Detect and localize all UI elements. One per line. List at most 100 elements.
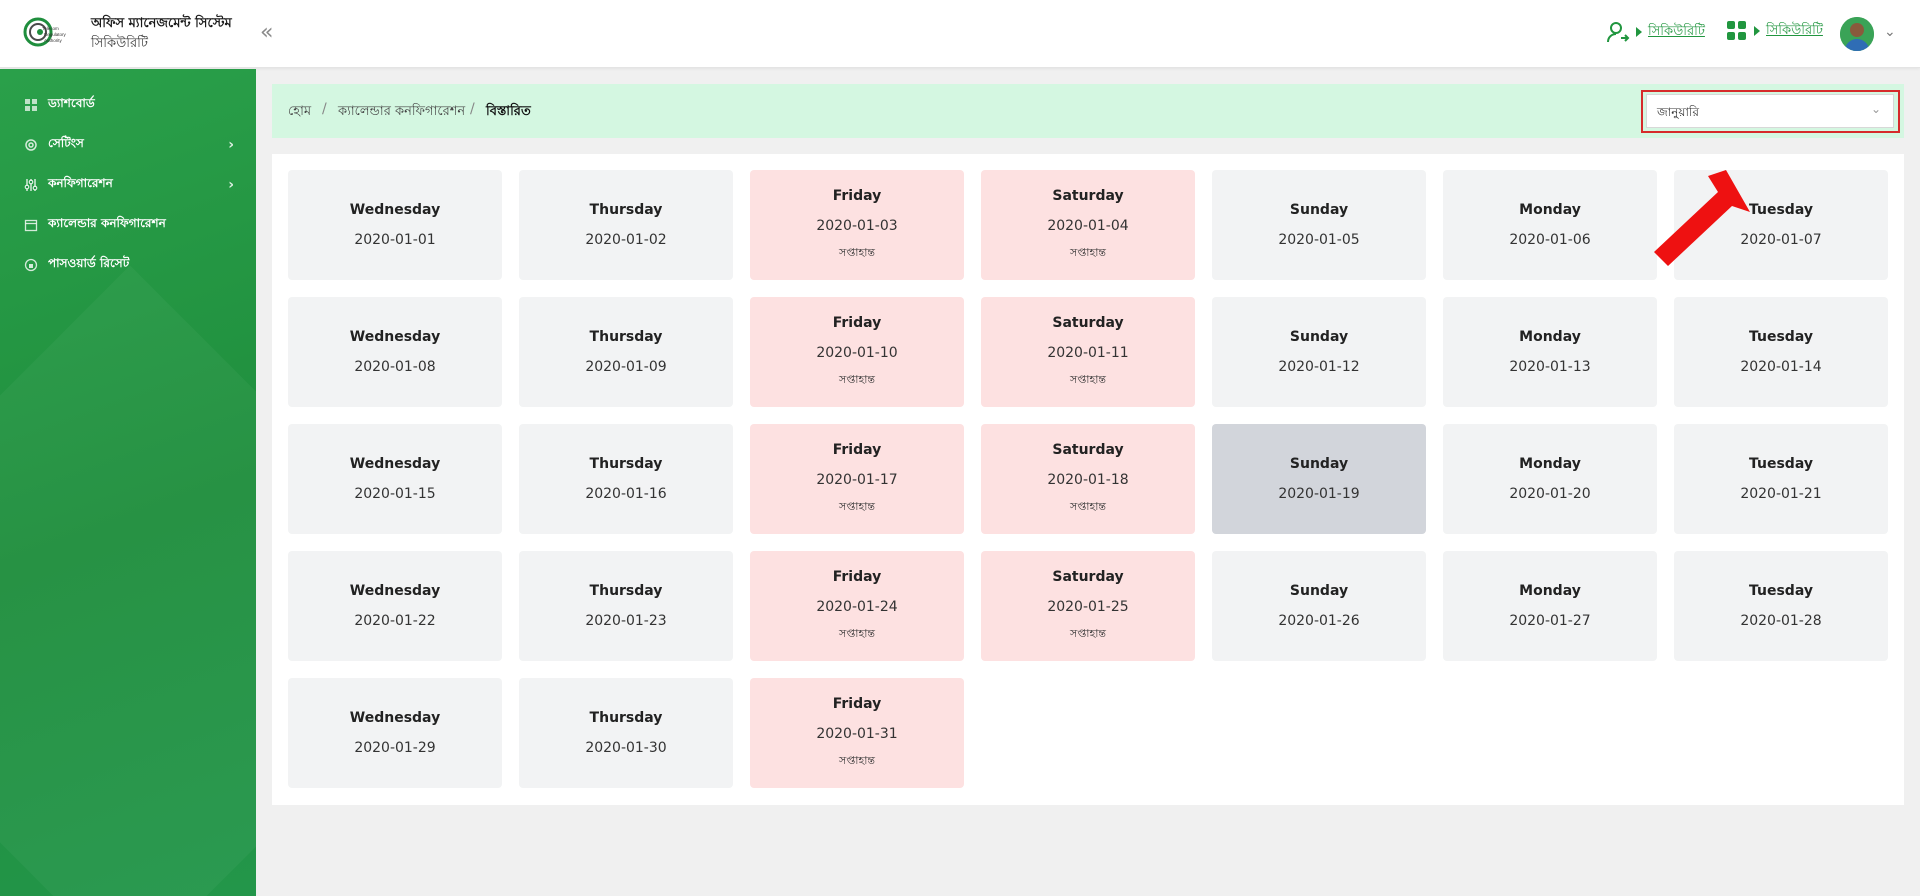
collapse-sidebar-button[interactable]: « bbox=[260, 20, 274, 45]
breadcrumb-home[interactable]: হোম bbox=[288, 104, 312, 119]
sidebar-item-label: কনফিগারেশন bbox=[48, 176, 113, 190]
sliders-icon bbox=[24, 179, 38, 191]
calendar-day-cell[interactable]: Tuesday 2020-01-21 bbox=[1674, 424, 1888, 534]
calendar-day-cell[interactable]: Friday 2020-01-24 সপ্তাহান্ত bbox=[750, 551, 964, 661]
calendar-day-cell[interactable]: Thursday 2020-01-09 bbox=[519, 297, 733, 407]
calendar-day-cell[interactable]: Friday 2020-01-17 সপ্তাহান্ত bbox=[750, 424, 964, 534]
calendar-day-cell[interactable]: Sunday 2020-01-26 bbox=[1212, 551, 1426, 661]
day-name: Thursday bbox=[589, 456, 663, 472]
sidebar-item-label: ক্যালেন্ডার কনফিগারেশন bbox=[48, 216, 166, 230]
day-date: 2020-01-02 bbox=[585, 232, 667, 248]
calendar-day-cell[interactable]: Wednesday 2020-01-08 bbox=[288, 297, 502, 407]
day-name: Sunday bbox=[1289, 202, 1349, 218]
day-date: 2020-01-09 bbox=[585, 359, 667, 375]
weekend-label: সপ্তাহান্ত bbox=[1069, 372, 1107, 386]
sidebar-item-label: পাসওয়ার্ড রিসেট bbox=[48, 256, 130, 270]
day-name: Wednesday bbox=[349, 583, 441, 599]
security-link-1[interactable]: সিকিউরিটি bbox=[1648, 23, 1705, 39]
apps-grid-icon bbox=[1727, 21, 1746, 40]
month-select[interactable]: জানুয়ারি ⌄ bbox=[1646, 94, 1894, 128]
day-name: Wednesday bbox=[349, 710, 441, 726]
breadcrumb-separator: / bbox=[322, 101, 327, 117]
calendar-day-cell[interactable]: Wednesday 2020-01-01 bbox=[288, 170, 502, 280]
svg-text:Regulatory: Regulatory bbox=[44, 32, 67, 37]
day-date: 2020-01-31 bbox=[816, 725, 898, 742]
sidebar-item-configuration[interactable]: কনফিগারেশন › bbox=[24, 172, 234, 198]
calendar-day-cell[interactable]: Thursday 2020-01-16 bbox=[519, 424, 733, 534]
calendar-day-cell[interactable]: Monday 2020-01-06 bbox=[1443, 170, 1657, 280]
day-date: 2020-01-16 bbox=[585, 486, 667, 502]
security-link-2[interactable]: সিকিউরিটি bbox=[1766, 22, 1823, 38]
calendar-day-cell[interactable]: Wednesday 2020-01-15 bbox=[288, 424, 502, 534]
calendar-day-cell[interactable]: Wednesday 2020-01-29 bbox=[288, 678, 502, 788]
day-name: Tuesday bbox=[1749, 583, 1813, 599]
calendar-icon bbox=[24, 219, 38, 232]
calendar-day-cell[interactable]: Thursday 2020-01-23 bbox=[519, 551, 733, 661]
breadcrumb-current: বিস্তারিত bbox=[486, 104, 531, 119]
chevron-down-icon: ⌄ bbox=[1870, 102, 1881, 116]
chevron-down-icon[interactable]: ⌄ bbox=[1884, 24, 1896, 40]
security-apps-link-group[interactable]: সিকিউরিটি bbox=[1726, 20, 1823, 42]
security-user-link-group[interactable]: সিকিউরিটি bbox=[1606, 20, 1705, 44]
day-date: 2020-01-15 bbox=[354, 486, 436, 502]
day-date: 2020-01-06 bbox=[1509, 232, 1591, 248]
breadcrumb-calendar-config[interactable]: ক্যালেন্ডার কনফিগারেশন bbox=[338, 104, 466, 119]
sidebar-item-dashboard[interactable]: ড্যাশবোর্ড bbox=[24, 92, 234, 118]
breadcrumb-separator: / bbox=[470, 101, 475, 117]
day-date: 2020-01-24 bbox=[816, 598, 898, 615]
calendar-day-cell[interactable]: Sunday 2020-01-19 bbox=[1212, 424, 1426, 534]
sidebar-item-label: সেটিংস bbox=[48, 136, 84, 150]
sidebar: ড্যাশবোর্ড সেটিংস › কনফিগারেশন › ক্যালেন… bbox=[0, 69, 256, 896]
day-name: Tuesday bbox=[1749, 329, 1813, 345]
day-date: 2020-01-12 bbox=[1278, 359, 1360, 375]
calendar-day-cell[interactable]: Monday 2020-01-20 bbox=[1443, 424, 1657, 534]
calendar-day-cell[interactable]: Monday 2020-01-13 bbox=[1443, 297, 1657, 407]
calendar-day-cell[interactable]: Sunday 2020-01-12 bbox=[1212, 297, 1426, 407]
day-date: 2020-01-05 bbox=[1278, 232, 1360, 248]
calendar-day-cell[interactable]: Monday 2020-01-27 bbox=[1443, 551, 1657, 661]
calendar-grid: Wednesday 2020-01-01 Thursday 2020-01-02 Fri… bbox=[272, 154, 1904, 805]
chevron-right-icon: › bbox=[228, 137, 234, 153]
calendar-day-cell[interactable]: Tuesday 2020-01-14 bbox=[1674, 297, 1888, 407]
calendar-day-cell[interactable]: Saturday 2020-01-04 সপ্তাহান্ত bbox=[981, 170, 1195, 280]
calendar-day-cell[interactable]: Thursday 2020-01-30 bbox=[519, 678, 733, 788]
app-subtitle: সিকিউরিটি bbox=[91, 36, 148, 51]
calendar-day-cell[interactable]: Tuesday 2020-01-07 bbox=[1674, 170, 1888, 280]
weekend-label: সপ্তাহান্ত bbox=[1069, 499, 1107, 513]
day-date: 2020-01-23 bbox=[585, 613, 667, 629]
day-date: 2020-01-28 bbox=[1740, 613, 1822, 629]
day-name: Saturday bbox=[1052, 568, 1124, 585]
calendar-day-cell[interactable]: Friday 2020-01-31 সপ্তাহান্ত bbox=[750, 678, 964, 788]
sidebar-item-settings[interactable]: সেটিংস › bbox=[24, 132, 234, 158]
day-date: 2020-01-22 bbox=[354, 613, 436, 629]
day-date: 2020-01-27 bbox=[1509, 613, 1591, 629]
day-name: Wednesday bbox=[349, 456, 441, 472]
calendar-day-cell[interactable]: Friday 2020-01-03 সপ্তাহান্ত bbox=[750, 170, 964, 280]
month-select-value: জানুয়ারি bbox=[1657, 105, 1699, 119]
calendar-day-cell[interactable]: Saturday 2020-01-25 সপ্তাহান্ত bbox=[981, 551, 1195, 661]
day-date: 2020-01-19 bbox=[1278, 486, 1360, 502]
sidebar-item-label: ড্যাশবোর্ড bbox=[48, 96, 95, 110]
calendar-day-cell[interactable]: Tuesday 2020-01-28 bbox=[1674, 551, 1888, 661]
calendar-day-cell[interactable]: Wednesday 2020-01-22 bbox=[288, 551, 502, 661]
day-date: 2020-01-20 bbox=[1509, 486, 1591, 502]
chevron-right-icon: › bbox=[228, 177, 234, 193]
day-name: Monday bbox=[1519, 456, 1581, 472]
day-name: Friday bbox=[832, 441, 882, 458]
user-avatar[interactable] bbox=[1840, 17, 1874, 51]
day-name: Tuesday bbox=[1749, 202, 1813, 218]
day-date: 2020-01-08 bbox=[354, 359, 436, 375]
grid-icon bbox=[25, 99, 37, 111]
day-date: 2020-01-18 bbox=[1047, 471, 1129, 488]
sidebar-item-password-reset[interactable]: পাসওয়ার্ড রিসেট bbox=[24, 252, 234, 278]
day-date: 2020-01-30 bbox=[585, 740, 667, 756]
day-date: 2020-01-21 bbox=[1740, 486, 1822, 502]
top-header: Telecom Regulatory Authority অফিস ম্যানে… bbox=[0, 0, 1920, 68]
calendar-day-cell[interactable]: Saturday 2020-01-18 সপ্তাহান্ত bbox=[981, 424, 1195, 534]
calendar-day-cell[interactable]: Thursday 2020-01-02 bbox=[519, 170, 733, 280]
calendar-day-cell[interactable]: Friday 2020-01-10 সপ্তাহান্ত bbox=[750, 297, 964, 407]
calendar-day-cell[interactable]: Sunday 2020-01-05 bbox=[1212, 170, 1426, 280]
calendar-day-cell[interactable]: Saturday 2020-01-11 সপ্তাহান্ত bbox=[981, 297, 1195, 407]
day-date: 2020-01-14 bbox=[1740, 359, 1822, 375]
sidebar-item-calendar-configuration[interactable]: ক্যালেন্ডার কনফিগারেশন bbox=[24, 212, 234, 238]
